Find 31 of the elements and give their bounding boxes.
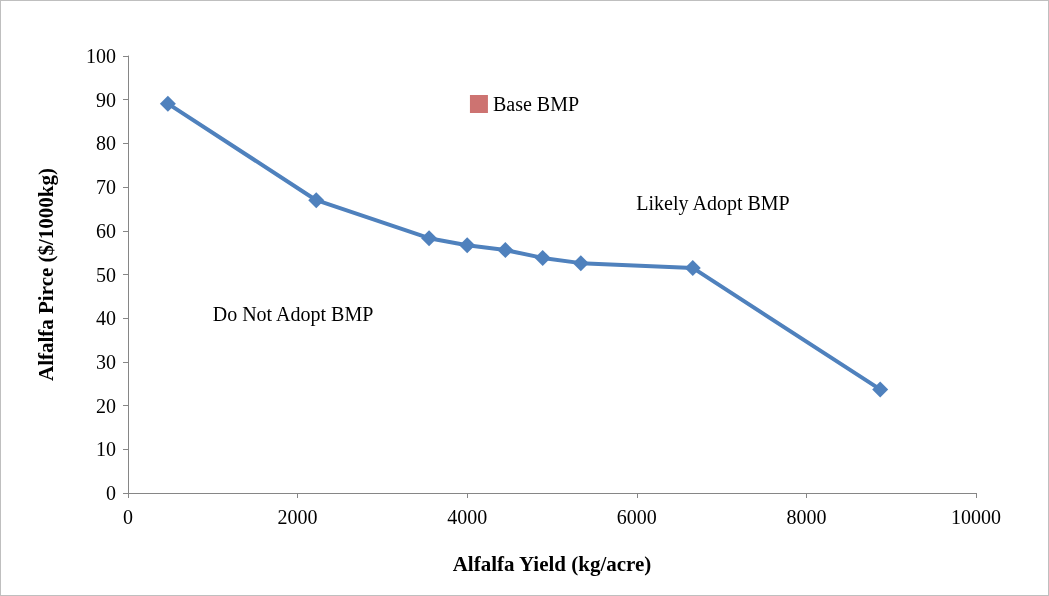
- x-axis-title: Alfalfa Yield (kg/acre): [452, 551, 652, 576]
- x-tick-label: 4000: [447, 506, 488, 528]
- x-tick-label: 10000: [951, 506, 1001, 528]
- point: [497, 242, 514, 259]
- annotation: Do Not Adopt BMP: [212, 303, 374, 326]
- y-tick-label: 40: [96, 307, 116, 330]
- legend-label: Base BMP: [492, 93, 580, 115]
- y-tick-label: 20: [96, 394, 116, 417]
- y-tick-label: 10: [96, 438, 116, 461]
- point: [572, 255, 589, 272]
- point: [308, 192, 325, 209]
- y-tick-label: 90: [96, 88, 116, 111]
- x-tick-label: 0: [123, 506, 133, 528]
- point: [872, 381, 889, 398]
- y-tick-label: 100: [86, 45, 116, 67]
- y-tick-label: 60: [96, 219, 116, 242]
- point: [684, 259, 701, 276]
- y-tick-label: 70: [96, 176, 116, 199]
- point: [459, 237, 476, 254]
- x-tick-label: 2000: [277, 506, 318, 528]
- annotation: Likely Adopt BMP: [636, 192, 790, 215]
- y-axis-title: Alfalfa Pirce ($/1000kg): [33, 167, 58, 382]
- y-tick-label: 30: [96, 350, 116, 373]
- y-tick-label: 0: [106, 482, 116, 504]
- x-tick-label: 6000: [616, 506, 657, 528]
- point: [421, 230, 438, 247]
- point: [159, 95, 176, 112]
- y-tick-label: 80: [96, 132, 116, 155]
- y-tick-label: 50: [96, 263, 116, 286]
- point: [534, 249, 551, 266]
- x-tick-label: 8000: [786, 506, 827, 528]
